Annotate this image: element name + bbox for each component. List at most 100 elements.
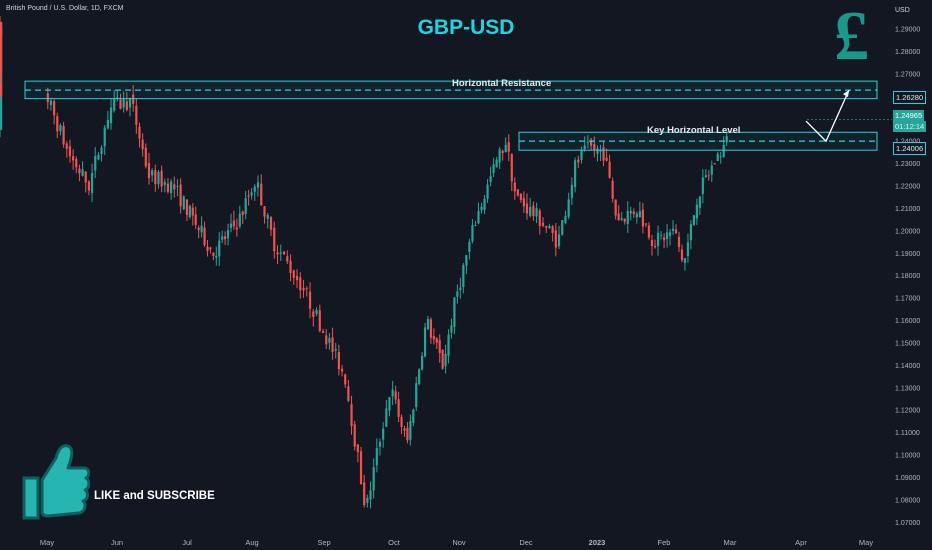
candle-body: [418, 369, 421, 384]
candle-body: [388, 397, 391, 411]
candle-body: [53, 101, 56, 116]
candle-body: [459, 287, 462, 291]
candle-body: [489, 176, 492, 182]
candle-body: [617, 213, 620, 221]
candle-body: [363, 482, 366, 506]
cta-text: LIKE and SUBSCRIBE: [94, 490, 215, 502]
candle-body: [113, 99, 116, 111]
candle-body: [477, 210, 480, 224]
candle-body: [716, 153, 719, 161]
candle-body: [704, 175, 707, 178]
candle-body: [295, 275, 299, 281]
candle-body: [359, 451, 363, 485]
candle-body: [435, 338, 438, 343]
y-tick-label: 1.21000: [895, 206, 920, 213]
candle-body: [97, 154, 100, 160]
candle-body: [614, 199, 617, 216]
candle-body: [286, 256, 289, 262]
candle-body: [138, 126, 141, 139]
candle-body: [608, 161, 611, 178]
candle-body: [611, 180, 614, 199]
candle-body: [100, 147, 103, 154]
candle-body: [665, 232, 669, 240]
candle-body: [226, 230, 230, 239]
candle-body: [65, 143, 68, 149]
candle-body: [321, 331, 325, 333]
candle-body: [468, 241, 471, 252]
candle-body: [56, 116, 59, 132]
candle-body: [605, 157, 608, 161]
candle-body: [629, 211, 632, 214]
candle-body: [253, 186, 256, 192]
candle-body: [535, 208, 538, 217]
candle-body: [46, 93, 49, 102]
candle-body: [106, 119, 109, 129]
candle-body: [519, 193, 522, 200]
y-tick-label: 1.19000: [895, 251, 920, 258]
candle-body: [350, 404, 353, 427]
candle-body: [68, 146, 72, 157]
y-tick-label: 1.11000: [895, 430, 920, 437]
candle-body: [689, 224, 693, 241]
x-tick-label: May: [859, 538, 873, 547]
candle-body: [701, 177, 704, 194]
key-level-price-tag: 1.24006: [893, 142, 927, 155]
candle-body: [638, 211, 641, 217]
candle-body: [144, 147, 147, 167]
y-tick-label: 1.10000: [895, 453, 920, 460]
candle-body: [238, 213, 241, 227]
y-tick-label: 1.08000: [895, 497, 920, 504]
x-tick-label: Aug: [245, 538, 258, 547]
y-tick-label: 1.18000: [895, 273, 920, 280]
candle-body: [337, 351, 340, 370]
candle-body: [151, 170, 154, 176]
last-price-tag: 1.24965: [893, 110, 925, 121]
candle-body: [318, 310, 321, 331]
y-tick-label: 1.09000: [895, 475, 920, 482]
candle-body: [0, 81, 3, 97]
candle-body: [480, 206, 483, 211]
candle-body: [122, 98, 125, 108]
candle-body: [250, 192, 253, 196]
candle-body: [423, 327, 427, 357]
candle-body: [372, 467, 375, 491]
candle-body: [538, 210, 541, 227]
candle-body: [507, 142, 510, 152]
x-tick-label: Apr: [795, 538, 807, 547]
candle-body: [185, 199, 189, 215]
candle-body: [707, 175, 710, 177]
candle-body: [191, 207, 194, 216]
candle-body: [683, 258, 687, 263]
candle-body: [573, 160, 577, 188]
candle-body: [596, 148, 599, 154]
candle-body: [157, 171, 160, 185]
candle-body: [564, 215, 567, 224]
candle-body: [147, 163, 151, 179]
candle-body: [426, 318, 430, 330]
candle-body: [289, 260, 292, 274]
candle-body: [570, 184, 573, 198]
resistance-label: Horizontal Resistance: [452, 78, 552, 89]
candle-body: [103, 127, 106, 147]
y-tick-label: 1.17000: [895, 296, 920, 303]
candle-body: [567, 199, 570, 217]
candle-body: [206, 246, 209, 251]
candle-body: [462, 265, 465, 288]
y-tick-label: 1.28000: [895, 49, 920, 56]
candle-body: [674, 229, 678, 234]
candle-body: [369, 490, 372, 500]
candle-body: [141, 139, 144, 150]
candle-body: [406, 427, 409, 441]
candle-body: [119, 99, 122, 109]
candle-body: [94, 156, 97, 171]
candle-body: [577, 159, 580, 163]
candle-body: [623, 218, 626, 222]
candle-body: [62, 126, 65, 145]
candle-body: [212, 252, 215, 256]
candle-body: [465, 255, 468, 266]
candle-body: [677, 236, 681, 248]
candle-body: [692, 215, 696, 226]
candle-body: [659, 234, 663, 236]
candle-body: [412, 409, 415, 423]
